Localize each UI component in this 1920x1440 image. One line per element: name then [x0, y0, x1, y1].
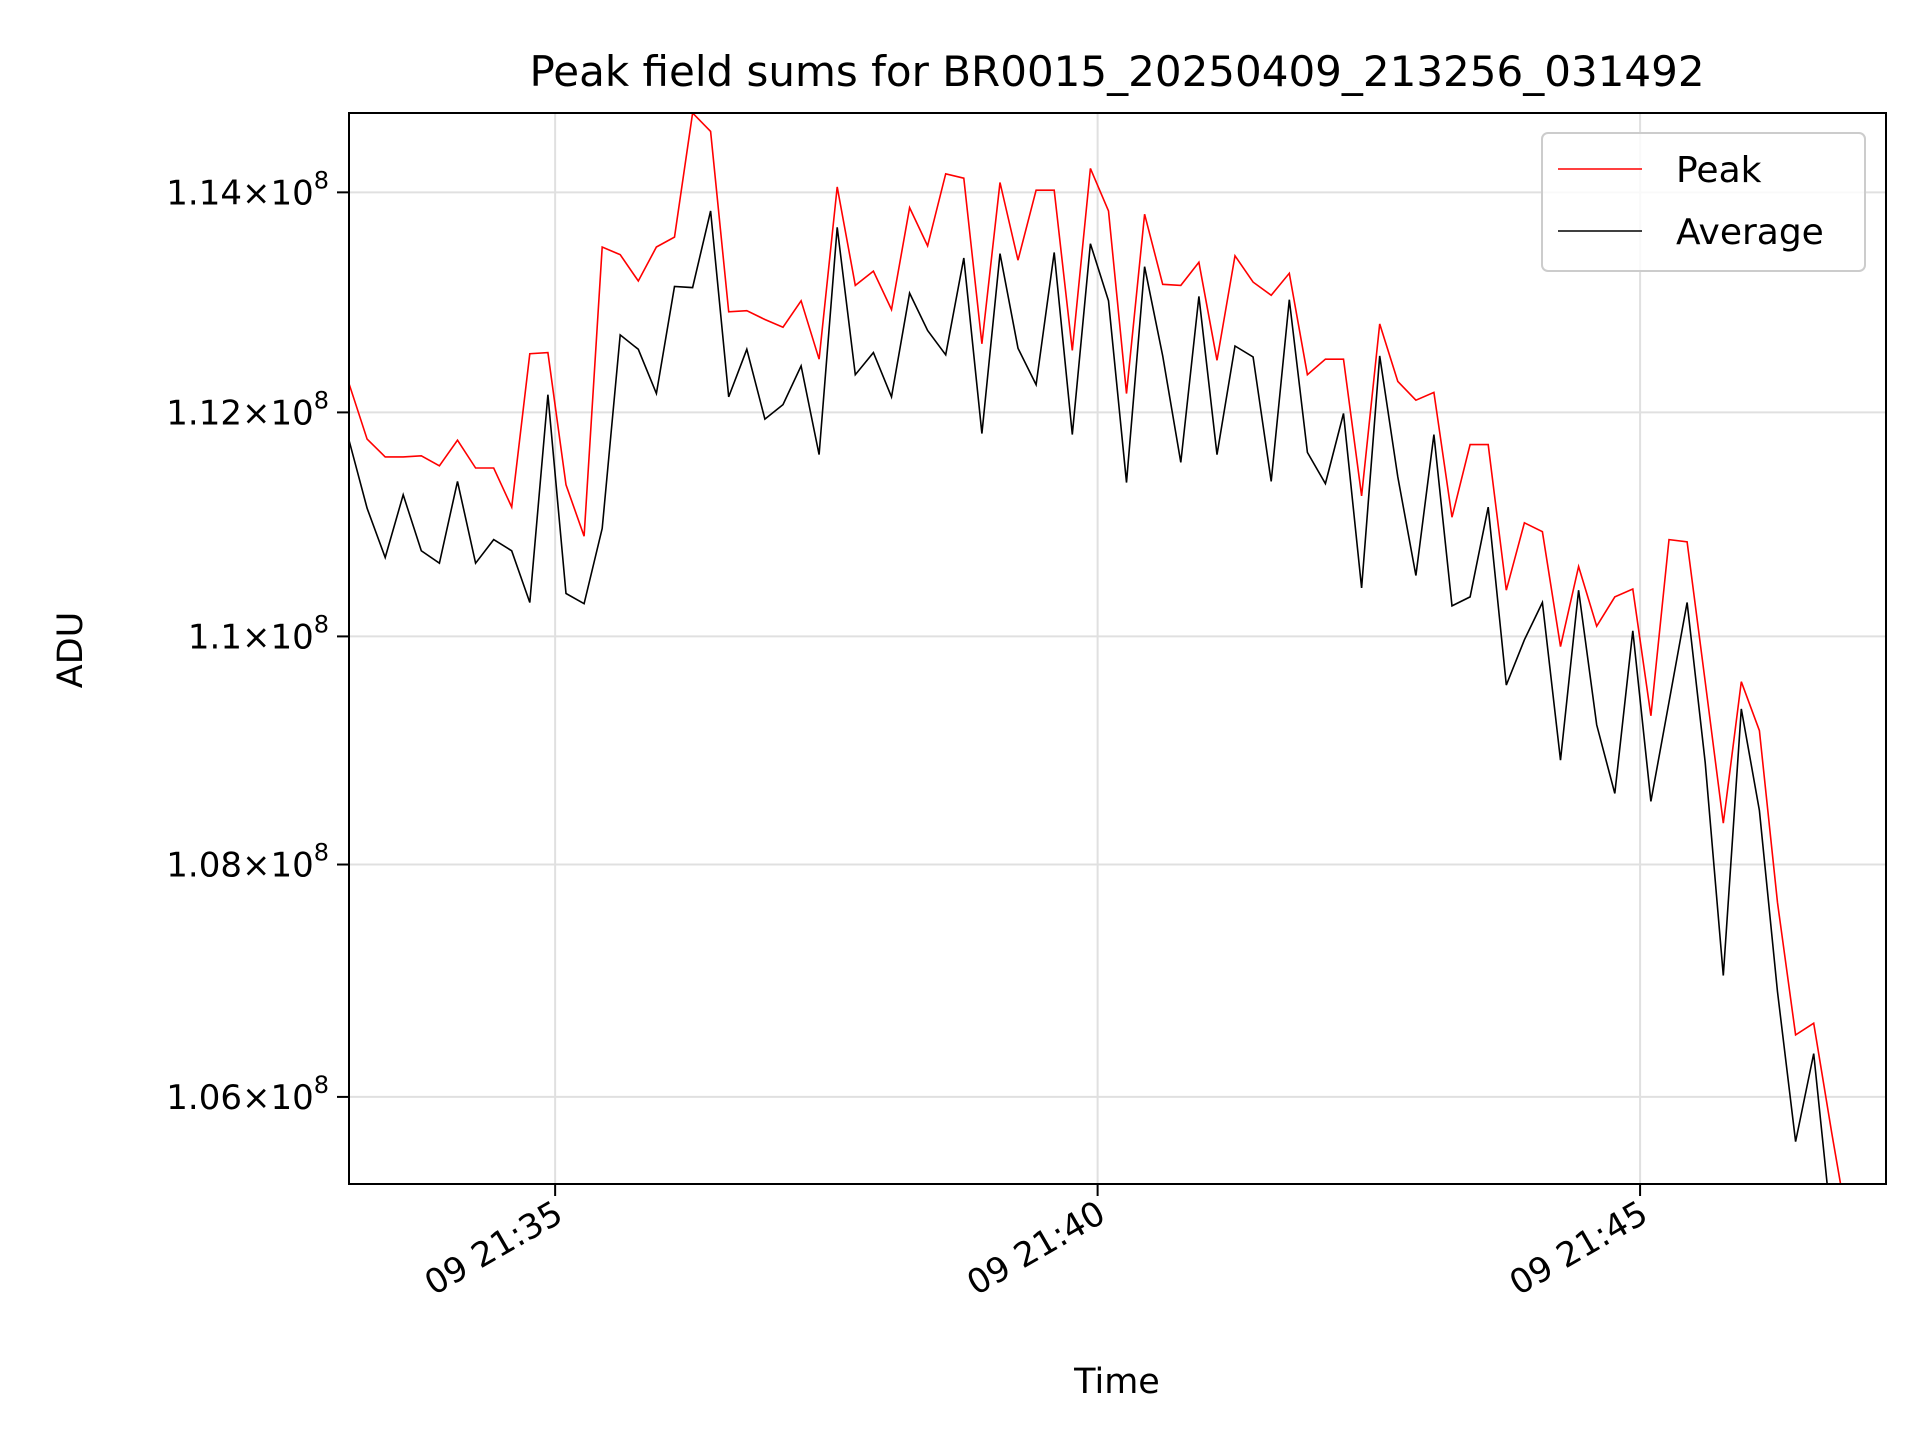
series-line-average [349, 210, 1828, 1184]
y-tick-label: 1.1×108 [188, 610, 329, 657]
legend-label-peak: Peak [1676, 150, 1762, 191]
y-axis-label: ADU [51, 612, 91, 689]
chart-title: Peak field sums for BR0015_20250409_2132… [529, 47, 1704, 96]
legend: Peak Average [1541, 132, 1866, 272]
y-tick-label: 1.14×108 [166, 166, 329, 213]
series-line-peak [349, 113, 1842, 1184]
y-axis-ticks: 1.06×108 1.08×108 1.1×108 1.12×108 1.14×108 [166, 166, 349, 1118]
plot-frame [348, 112, 1887, 1185]
series-lines [349, 113, 1842, 1184]
legend-label-average: Average [1676, 212, 1824, 253]
x-axis-label: Time [1073, 1362, 1160, 1402]
y-tick-label: 1.12×108 [166, 386, 329, 433]
y-tick-label: 1.06×108 [166, 1071, 329, 1118]
legend-box [1541, 132, 1866, 272]
gridlines [349, 113, 1886, 1184]
y-tick-label: 1.08×108 [166, 839, 329, 886]
